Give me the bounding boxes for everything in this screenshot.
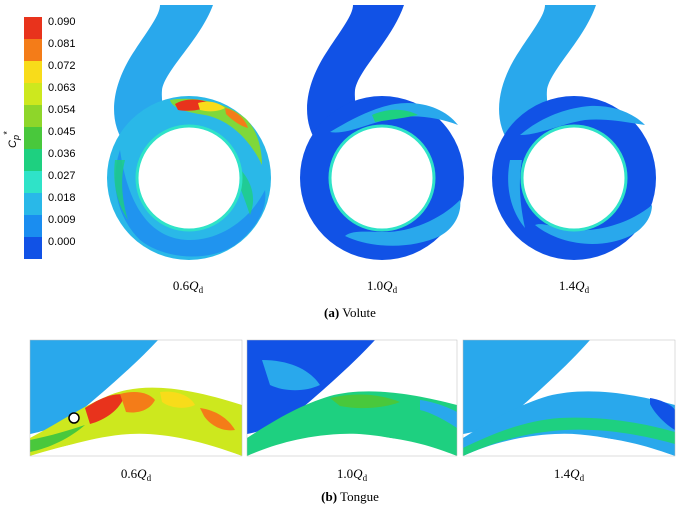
- colorbar-tick-label: 0.090: [48, 16, 76, 28]
- colorbar-swatch: [24, 17, 42, 39]
- colorbar-tick-label: 0.009: [48, 214, 76, 226]
- colorbar-swatch: [24, 39, 42, 61]
- colorbar-swatches: [24, 17, 42, 259]
- colorbar-swatch: [24, 215, 42, 237]
- tongue-caption: (b) Tongue: [321, 489, 379, 504]
- colorbar-swatch: [24, 171, 42, 193]
- tongue-plot-1-4qd: [463, 340, 675, 456]
- colorbar-tick-label: 0.036: [48, 148, 76, 160]
- volute-plot-0-6qd: [107, 5, 271, 260]
- volute-caption: (a) Volute: [324, 305, 376, 320]
- colorbar-label: Cp*: [2, 131, 21, 148]
- colorbar-swatch: [24, 237, 42, 259]
- volute-plot-1-0qd: [300, 5, 464, 260]
- colorbar-swatch: [24, 61, 42, 83]
- colorbar-tick-label: 0.000: [48, 236, 76, 248]
- colorbar-tick-label: 0.054: [48, 104, 76, 116]
- volute-label-0-6qd: 0.6Qd: [173, 278, 204, 295]
- volute-plot-1-4qd: [492, 5, 656, 260]
- colorbar-swatch: [24, 105, 42, 127]
- colorbar-swatch: [24, 83, 42, 105]
- tongue-plot-0-6qd: [30, 340, 242, 456]
- colorbar-swatch: [24, 127, 42, 149]
- tongue-label-1-0qd: 1.0Qd: [337, 466, 368, 483]
- colorbar-tick-label: 0.081: [48, 38, 76, 50]
- volute-label-1-4qd: 1.4Qd: [559, 278, 590, 295]
- tongue-label-0-6qd: 0.6Qd: [121, 466, 152, 483]
- colorbar-tick-label: 0.018: [48, 192, 76, 204]
- colorbar-swatch: [24, 149, 42, 171]
- colorbar: 0.090 0.081 0.072 0.063 0.054 0.045 0.036 0.027…: [2, 16, 76, 259]
- colorbar-swatch: [24, 193, 42, 215]
- tongue-plot-1-0qd: [247, 340, 457, 456]
- colorbar-tick-label: 0.072: [48, 60, 76, 72]
- colorbar-tick-label: 0.027: [48, 170, 76, 182]
- colorbar-ticks: 0.090 0.081 0.072 0.063 0.054 0.045 0.036 0.027…: [48, 16, 76, 248]
- colorbar-tick-label: 0.045: [48, 126, 76, 138]
- volute-label-1-0qd: 1.0Qd: [367, 278, 398, 295]
- colorbar-tick-label: 0.063: [48, 82, 76, 94]
- tongue-label-1-4qd: 1.4Qd: [554, 466, 585, 483]
